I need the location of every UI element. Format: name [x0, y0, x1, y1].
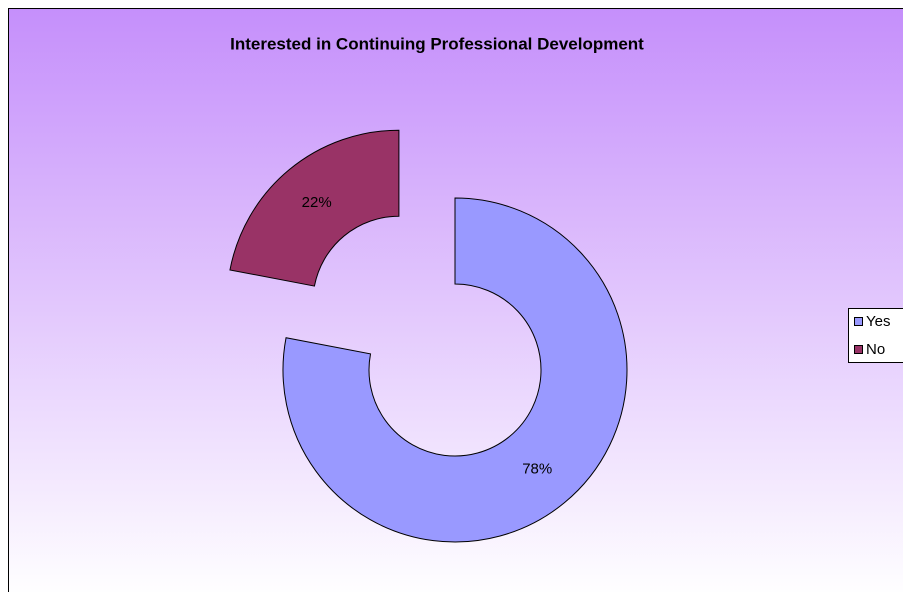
- doughnut-slice: [229, 129, 400, 287]
- legend: Yes No: [848, 308, 903, 363]
- data-label: 22%: [302, 194, 332, 211]
- legend-label: Yes: [866, 313, 890, 330]
- data-label: 78%: [522, 460, 552, 477]
- legend-label: No: [866, 341, 885, 358]
- doughnut-slice: [282, 197, 628, 543]
- legend-marker: [854, 345, 863, 354]
- legend-marker: [854, 317, 863, 326]
- chart-title: Interested in Continuing Professional De…: [230, 34, 644, 53]
